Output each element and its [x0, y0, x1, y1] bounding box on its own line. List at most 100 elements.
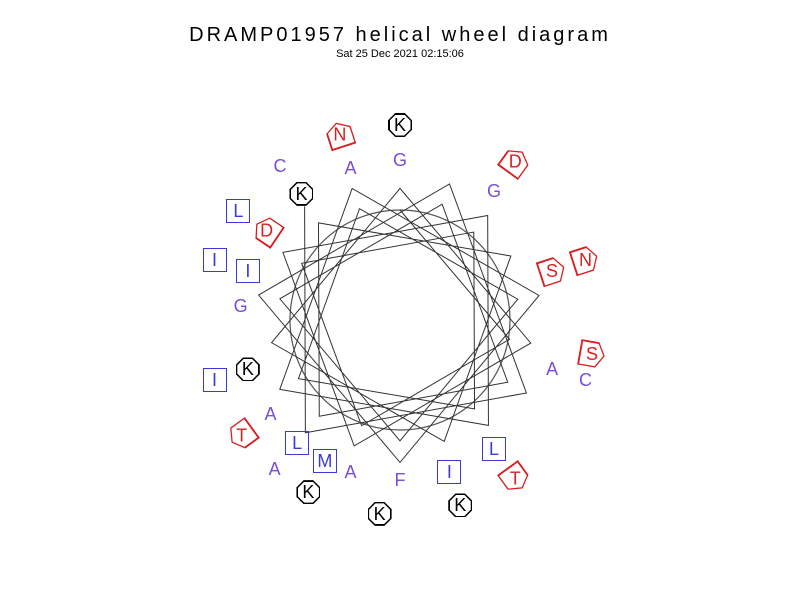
residue-letter: C [579, 371, 592, 389]
residue-letter: N [579, 251, 592, 269]
pentagon-shape: S [536, 254, 569, 287]
backbone-path [259, 184, 539, 462]
residue-letter: I [212, 371, 217, 389]
residue-17: K [296, 480, 320, 504]
square-shape: L [482, 437, 506, 461]
square-shape: I [203, 368, 227, 392]
pentagon-shape: D [496, 144, 532, 180]
residue-3: D [502, 149, 528, 175]
residue-letter: L [489, 440, 499, 458]
residue-13: F [389, 469, 411, 491]
residue-30: C [269, 155, 291, 177]
residue-25: I [236, 259, 260, 283]
pentagon-shape: N [569, 243, 602, 276]
residue-letter: K [454, 496, 466, 514]
residue-27: D [254, 218, 280, 244]
square-shape: I [236, 259, 260, 283]
residue-7: A [541, 358, 563, 380]
residue-letter: L [292, 434, 302, 452]
residue-10: T [502, 465, 528, 491]
residue-letter: D [508, 153, 521, 171]
no-shape: A [340, 157, 362, 179]
octagon-shape: K [368, 502, 392, 526]
residue-0: G [389, 149, 411, 171]
no-shape: C [269, 155, 291, 177]
residue-1: K [388, 113, 412, 137]
octagon-shape: K [296, 480, 320, 504]
residue-11: I [437, 460, 461, 484]
no-shape: A [340, 461, 362, 483]
no-shape: A [541, 358, 563, 380]
residue-21: T [229, 422, 255, 448]
residue-letter: C [273, 157, 286, 175]
helical-wheel-svg [0, 0, 800, 600]
residue-letter: N [333, 126, 346, 144]
residue-2: G [483, 180, 505, 202]
residue-4: S [539, 258, 565, 284]
residue-6: S [579, 341, 605, 367]
residue-letter: A [345, 463, 357, 481]
residue-letter: I [212, 251, 217, 269]
residue-15: A [340, 461, 362, 483]
residue-26: I [203, 248, 227, 272]
square-shape: L [285, 431, 309, 455]
residue-letter: A [546, 360, 558, 378]
square-shape: M [313, 449, 337, 473]
residue-18: L [285, 431, 309, 455]
residue-letter: D [261, 222, 274, 240]
residue-22: K [236, 357, 260, 381]
residue-letter: K [242, 360, 254, 378]
octagon-shape: K [448, 493, 472, 517]
residue-5: N [572, 247, 598, 273]
residue-letter: T [509, 469, 520, 487]
residue-19: A [264, 458, 286, 480]
octagon-shape: K [388, 113, 412, 137]
no-shape: A [264, 458, 286, 480]
residue-32: N [327, 122, 353, 148]
residue-letter: G [393, 151, 407, 169]
no-shape: G [483, 180, 505, 202]
residue-letter: F [395, 471, 406, 489]
residue-letter: S [546, 262, 558, 280]
no-shape: G [389, 149, 411, 171]
residue-31: A [340, 157, 362, 179]
residue-letter: G [487, 182, 501, 200]
residue-8: C [574, 369, 596, 391]
no-shape: A [260, 403, 282, 425]
residue-letter: K [295, 185, 307, 203]
residue-24: G [230, 295, 252, 317]
octagon-shape: K [236, 357, 260, 381]
no-shape: G [230, 295, 252, 317]
no-shape: F [389, 469, 411, 491]
residue-letter: T [237, 426, 248, 444]
residue-letter: I [245, 262, 250, 280]
residue-16: M [313, 449, 337, 473]
pentagon-shape: T [496, 460, 532, 496]
residue-letter: A [269, 460, 281, 478]
pentagon-shape: D [249, 212, 285, 248]
pentagon-shape: N [323, 118, 356, 151]
residue-14: K [368, 502, 392, 526]
residue-12: K [448, 493, 472, 517]
residue-letter: A [345, 159, 357, 177]
residue-letter: G [234, 297, 248, 315]
residue-9: L [482, 437, 506, 461]
residue-23: I [203, 368, 227, 392]
residue-29: K [289, 182, 313, 206]
residue-letter: K [374, 505, 386, 523]
pentagon-shape: S [577, 339, 607, 369]
residue-letter: K [302, 483, 314, 501]
square-shape: I [203, 248, 227, 272]
residue-28: L [226, 199, 250, 223]
residue-letter: L [233, 202, 243, 220]
pentagon-shape: T [224, 416, 260, 452]
residue-letter: A [265, 405, 277, 423]
no-shape: C [574, 369, 596, 391]
residue-letter: K [394, 116, 406, 134]
square-shape: L [226, 199, 250, 223]
residue-20: A [260, 403, 282, 425]
residue-letter: I [447, 463, 452, 481]
square-shape: I [437, 460, 461, 484]
residue-letter: M [317, 452, 332, 470]
octagon-shape: K [289, 182, 313, 206]
